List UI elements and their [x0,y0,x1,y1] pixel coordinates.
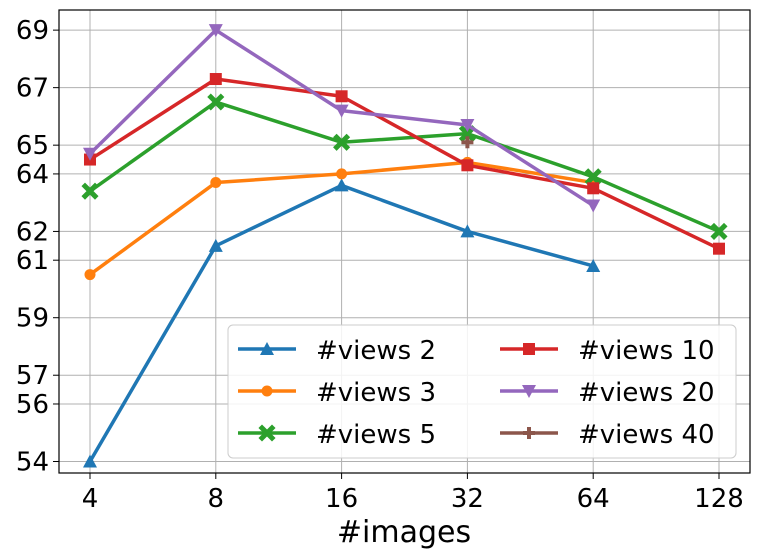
legend-item: #views 40 [500,420,715,450]
legend-item: #views 2 [238,336,436,366]
x-axis-title: #images [337,515,471,550]
series-5 [83,24,601,213]
legend: #views 2 #views 3 #views 5 #views 10 #views … [227,324,737,459]
y-tick-label: 62 [16,217,49,247]
data-point [83,454,97,468]
x-tick-label: 4 [82,484,99,514]
data-point [208,24,223,38]
data-point [460,119,475,133]
data-point [461,136,474,149]
data-point [210,177,222,189]
series-line [88,100,720,234]
y-tick-label: 69 [16,16,49,46]
legend-label: #views 3 [316,378,436,408]
series-3 [81,93,728,240]
y-tick-label: 59 [16,304,49,334]
legend-marker [261,385,273,397]
series-layer [81,24,728,468]
series-4 [84,73,725,255]
data-point-stroke [81,182,99,200]
legend-item: #views 3 [238,378,436,408]
x-axis: 4 8 16 32 64 128 [82,473,744,514]
data-point [83,147,97,161]
data-point-stroke [710,222,728,240]
legend-label: #views 20 [578,378,715,408]
data-point [207,93,225,111]
x-tick-label: 8 [208,484,225,514]
data-point [460,224,475,238]
data-point [586,258,601,272]
y-tick-label: 65 [16,131,49,161]
data-point [336,168,348,180]
y-tick-label: 64 [16,160,49,190]
legend-label: #views 2 [316,336,436,366]
data-point [334,178,349,192]
x-tick-label: 32 [451,484,484,514]
data-point [584,168,602,186]
data-point-stroke [207,93,225,111]
data-point [334,104,349,118]
series-1 [83,178,601,468]
y-tick-label: 57 [16,361,49,391]
legend-item: #views 10 [500,336,715,366]
data-point-stroke [584,168,602,186]
data-point [333,133,351,151]
data-point [84,269,96,281]
legend-label: #views 40 [578,420,715,450]
data-point [713,242,725,255]
legend-marker [522,385,536,398]
legend-marker [523,343,535,355]
plot-frame [58,9,751,474]
data-point [208,238,223,252]
data-point [710,222,728,240]
x-tick-label: 128 [694,484,744,514]
x-tick-label: 16 [325,484,358,514]
series-line [89,77,720,251]
data-point-stroke [458,125,476,143]
data-point [586,199,601,213]
x-tick-label: 64 [577,484,610,514]
data-point-stroke [333,133,351,151]
y-tick-label: 54 [16,447,49,477]
legend-item: #views 5 [238,420,436,450]
data-point [461,159,474,172]
legend-label: #views 5 [316,420,436,450]
y-tick-label: 56 [16,390,49,420]
data-point [587,182,600,195]
legend-marker-stroke [258,424,276,442]
series-6 [461,136,474,149]
data-point [458,125,476,143]
data-point [335,90,348,103]
y-tick-label: 67 [16,74,49,104]
legend-marker [260,342,274,355]
data-point [209,73,222,86]
legend-label: #views 10 [578,336,715,366]
legend-box [227,324,737,459]
legend-item: #views 20 [500,378,715,408]
legend-marker [258,424,276,442]
legend-marker [523,427,535,439]
y-tick-label: 61 [16,246,49,276]
data-point [81,182,99,200]
